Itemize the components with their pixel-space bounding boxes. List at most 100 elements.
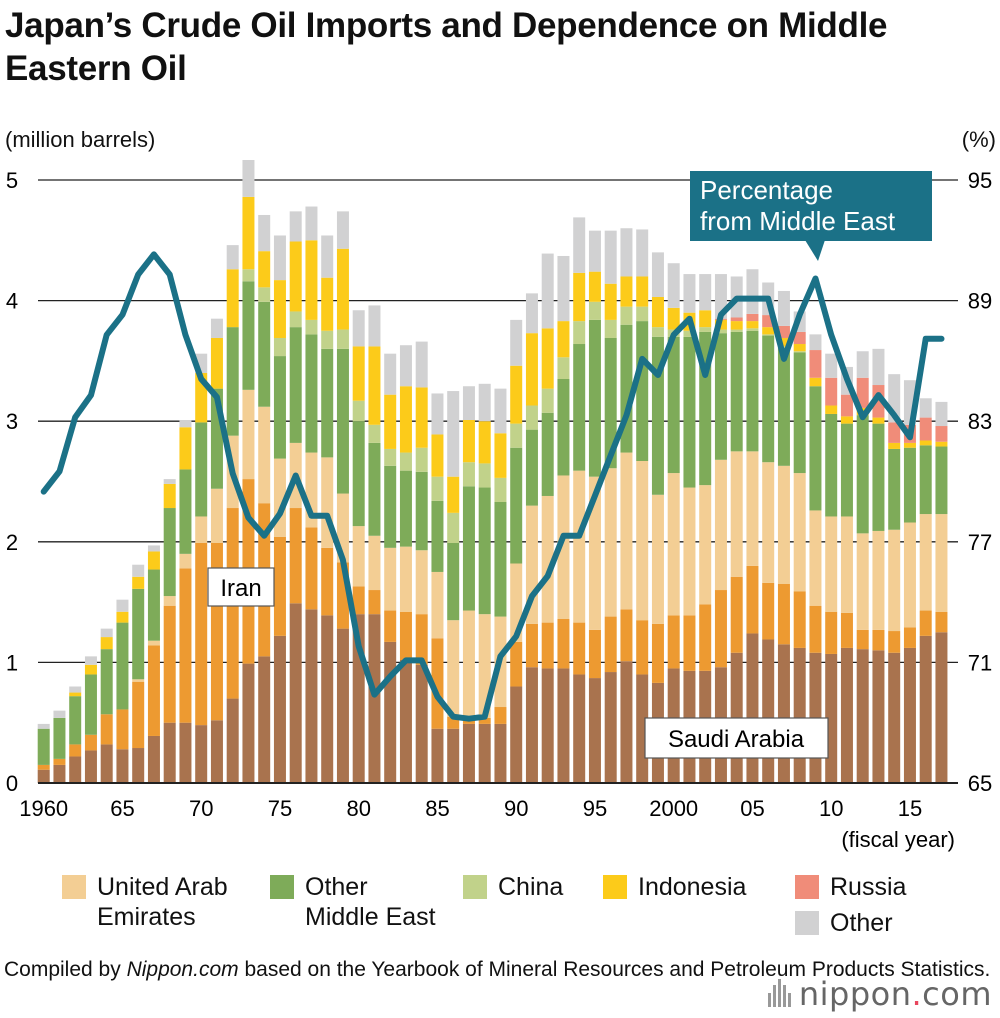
- bar-segment-other: [809, 334, 822, 351]
- bar-segment-other: [919, 398, 932, 418]
- bar-segment-indonesia: [447, 476, 460, 513]
- bar-segment-other: [699, 274, 712, 311]
- bar-segment-iran: [714, 590, 727, 668]
- bar-segment-saudi-arabia: [541, 668, 554, 783]
- bar-segment-iran: [494, 707, 507, 724]
- bar-segment-china: [588, 301, 601, 320]
- bar-segment-other: [399, 345, 412, 387]
- bar-segment-other-middle-east: [415, 471, 428, 551]
- bar-segment-indonesia: [699, 310, 712, 328]
- bar-segment-other-middle-east: [872, 423, 885, 531]
- bar-segment-other-middle-east: [478, 487, 491, 615]
- bar-segment-china: [447, 512, 460, 544]
- bar-segment-iran: [888, 631, 901, 653]
- bar-segment-united-arab-emirates: [462, 610, 475, 720]
- bar-segment-china: [305, 319, 318, 335]
- bar-segment-iran: [116, 709, 129, 750]
- bar-segment-iran: [604, 616, 617, 673]
- chart-title: Japan’s Crude Oil Imports and Dependence…: [5, 6, 888, 88]
- bar-segment-united-arab-emirates: [699, 485, 712, 605]
- bar-segment-russia: [793, 331, 806, 345]
- bar-segment-iran: [809, 605, 822, 653]
- bar-segment-iran: [557, 618, 570, 669]
- bar-segment-china: [510, 423, 523, 448]
- bar-segment-indonesia: [809, 377, 822, 387]
- bar-segment-saudi-arabia: [777, 644, 790, 783]
- bar-segment-other-middle-east: [746, 330, 759, 452]
- bar-segment-saudi-arabia: [856, 649, 869, 783]
- bar-segment-other-middle-east: [510, 447, 523, 564]
- chart-svg: 0 65 1 71 2 77 3 83 4 89 5 95 1960 65 70 75 80 85 90 95 2000…: [6, 160, 992, 852]
- bar-segment-iran: [289, 508, 302, 604]
- bar-segment-saudi-arabia: [888, 652, 901, 783]
- x-tick-label: 65: [110, 796, 134, 821]
- bar-segment-china: [730, 329, 743, 332]
- bar-segment-iran: [777, 584, 790, 645]
- bar-segment-other: [147, 545, 160, 552]
- bar-segment-other-middle-east: [730, 331, 743, 452]
- bar-segment-other-middle-east: [336, 348, 349, 494]
- bar-segment-other: [573, 217, 586, 273]
- bar-segment-saudi-arabia: [415, 664, 428, 783]
- bar-segment-china: [604, 319, 617, 338]
- bar-segment-united-arab-emirates: [399, 546, 412, 612]
- y-right-tick-label: 77: [968, 530, 992, 555]
- bar-segment-iran: [919, 610, 932, 636]
- bar-segment-russia: [888, 422, 901, 443]
- bar-segment-saudi-arabia: [872, 650, 885, 783]
- bar-segment-russia: [840, 394, 853, 417]
- bar-segment-china: [762, 334, 775, 336]
- bar-segment-other-middle-east: [840, 423, 853, 517]
- bar-segment-indonesia: [730, 321, 743, 330]
- bar-segment-other: [541, 253, 554, 329]
- x-tick-label: 75: [268, 796, 292, 821]
- bar-segment-united-arab-emirates: [651, 494, 664, 624]
- bar-segment-saudi-arabia: [210, 720, 223, 783]
- bar-segment-other: [604, 230, 617, 284]
- legend-label: Other: [830, 909, 893, 937]
- bar-segment-other-middle-east: [573, 344, 586, 471]
- bar-segment-united-arab-emirates: [762, 462, 775, 583]
- bar-segment-china: [336, 329, 349, 349]
- bar-segment-united-arab-emirates: [620, 452, 633, 610]
- bar-segment-united-arab-emirates: [431, 571, 444, 639]
- legend-swatch: [795, 911, 819, 935]
- bar-segment-iran: [195, 543, 208, 726]
- bar-segment-iran: [415, 614, 428, 665]
- bar-segment-china: [793, 351, 806, 353]
- bar-segment-other-middle-east: [667, 336, 680, 474]
- bar-segment-united-arab-emirates: [368, 535, 381, 591]
- y-left-tick-label: 4: [6, 289, 18, 314]
- bar-segment-other: [37, 723, 50, 729]
- bar-segment-indonesia: [242, 196, 255, 270]
- bar-segment-indonesia: [620, 276, 633, 307]
- bar-segment-china: [525, 405, 538, 430]
- bar-segment-other-middle-east: [462, 486, 475, 611]
- bar-segment-iran: [510, 641, 523, 687]
- bar-segment-china: [541, 388, 554, 413]
- brand-tld: com: [922, 975, 992, 1013]
- bar-segment-russia: [746, 313, 759, 322]
- bar-segment-united-arab-emirates: [242, 389, 255, 480]
- bar-segment-iran: [132, 681, 145, 749]
- bar-segment-other-middle-east: [604, 337, 617, 469]
- bar-segment-china: [557, 357, 570, 379]
- bar-segment-other: [273, 235, 286, 281]
- bar-segment-other: [258, 214, 271, 252]
- bar-segment-other: [384, 353, 397, 395]
- bar-segment-saudi-arabia: [368, 614, 381, 783]
- bar-segment-iran: [273, 536, 286, 636]
- bar-segment-united-arab-emirates: [777, 465, 790, 585]
- bar-segment-iran: [746, 565, 759, 634]
- y-right-tick-label: 95: [968, 168, 992, 193]
- bar-segment-indonesia: [321, 277, 334, 331]
- legend: United Arab Emirates Other Middle East China…: [0, 872, 1000, 942]
- bar-segment-china: [273, 337, 286, 357]
- bar-segment-other-middle-east: [447, 543, 460, 621]
- bar-segment-other: [588, 230, 601, 272]
- brand-logo: nippon.com: [767, 975, 992, 1015]
- bar-segment-iran: [100, 714, 113, 745]
- bar-segment-iran: [588, 629, 601, 679]
- bar-segment-china: [384, 448, 397, 466]
- bar-segment-indonesia: [903, 442, 916, 448]
